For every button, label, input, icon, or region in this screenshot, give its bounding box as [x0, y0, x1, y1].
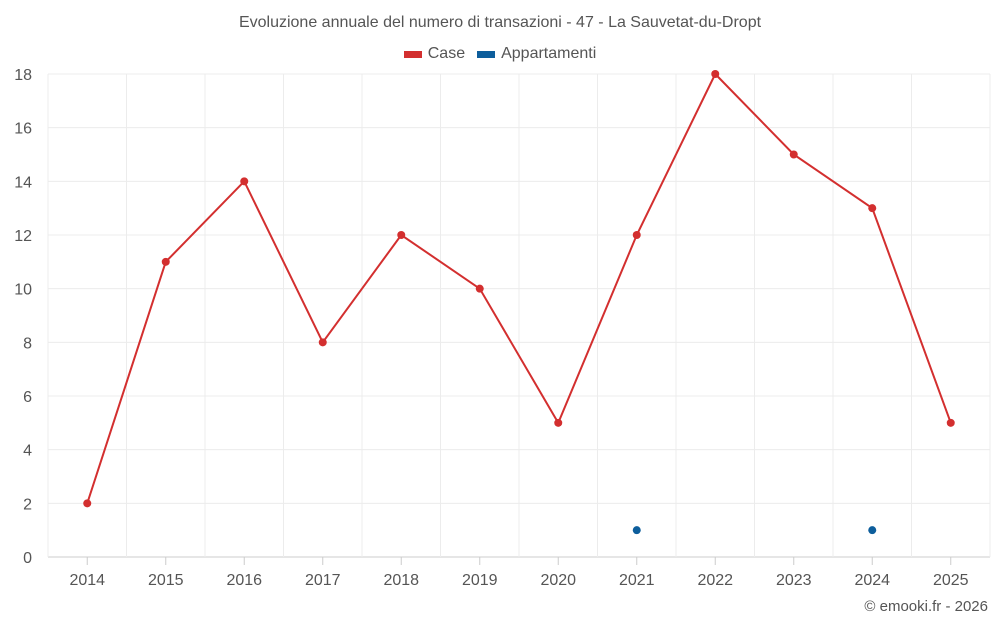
x-tick-label: 2021	[619, 572, 655, 589]
y-tick-label: 0	[23, 550, 32, 567]
series-line-case	[86, 72, 952, 504]
data-point-case	[397, 231, 406, 239]
data-point-case	[475, 284, 484, 293]
data-point-appartamenti	[632, 526, 641, 535]
legend-swatch-case	[403, 50, 422, 58]
data-point-case	[318, 338, 327, 347]
data-point-case	[83, 499, 92, 508]
data-point-case	[789, 150, 798, 159]
x-tick-label: 2019	[462, 572, 498, 589]
x-tick-label: 2016	[226, 572, 262, 589]
y-tick-label: 8	[23, 335, 32, 352]
data-point-case	[240, 177, 249, 186]
data-point-case	[946, 418, 955, 427]
data-point-case	[711, 70, 720, 78]
x-tick-label: 2015	[148, 572, 184, 589]
credit: © emooki.fr - 2026	[864, 598, 988, 615]
y-tick-label: 2	[23, 496, 32, 513]
x-tick-label: 2018	[383, 572, 419, 589]
legend-item-case[interactable]: Case	[403, 45, 466, 63]
data-point-case	[554, 418, 563, 427]
legend: Case Appartamenti	[0, 45, 1000, 63]
x-tick-label: 2020	[540, 572, 576, 589]
y-tick-label: 4	[23, 443, 32, 460]
legend-label-appartamenti: Appartamenti	[501, 45, 597, 62]
data-point-case	[161, 257, 170, 266]
legend-item-appartamenti[interactable]: Appartamenti	[477, 45, 596, 63]
x-tick-label: 2025	[933, 572, 969, 589]
y-tick-label: 12	[14, 228, 32, 245]
y-tick-label: 16	[14, 121, 32, 138]
x-tick-label: 2022	[697, 572, 733, 589]
y-tick-label: 18	[14, 67, 32, 84]
legend-label-case: Case	[427, 45, 466, 62]
y-tick-label: 6	[23, 389, 32, 406]
x-tick-label: 2024	[854, 572, 890, 589]
data-point-case	[632, 231, 641, 239]
data-point-case	[868, 204, 877, 213]
x-tick-label: 2017	[305, 572, 341, 589]
data-point-appartamenti	[868, 526, 877, 535]
legend-swatch-appartamenti	[477, 50, 496, 58]
y-tick-label: 10	[14, 282, 32, 299]
y-tick-label: 14	[14, 174, 32, 191]
x-tick-label: 2023	[776, 572, 812, 589]
chart-title: Evoluzione annuale del numero di transaz…	[238, 14, 762, 31]
x-tick-label: 2014	[69, 572, 105, 589]
